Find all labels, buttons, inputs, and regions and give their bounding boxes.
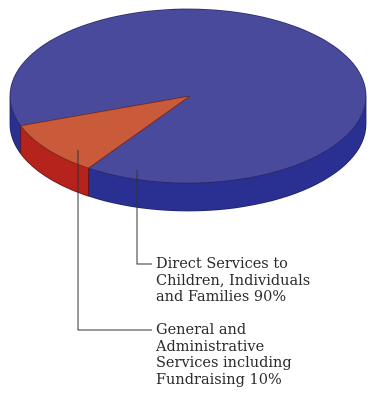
leader-line-direct-services — [136, 170, 152, 265]
leader-lines — [77, 150, 152, 331]
leader-line-general-administrative — [77, 150, 152, 331]
slice-label-general-administrative: General and Administrative Services incl… — [156, 322, 292, 388]
slice-label-direct-services: Direct Services to Children, Individuals… — [156, 256, 311, 305]
pie-tops — [9, 8, 367, 184]
slice-general-administrative — [20, 95, 191, 169]
